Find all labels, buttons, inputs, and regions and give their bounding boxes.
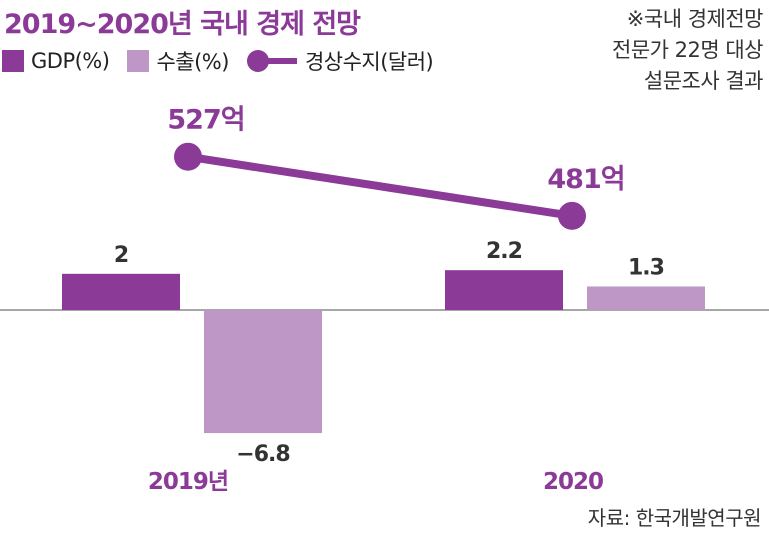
bar-value-label: 2 — [114, 243, 128, 268]
legend: GDP(%) 수출(%) 경상수지(달러) — [2, 44, 451, 78]
current-account-point — [558, 201, 586, 230]
current-account-label: 527억 — [167, 105, 244, 136]
legend-item-gdp: GDP(%) — [2, 49, 110, 73]
survey-note-line: ※국내 경제전망 — [626, 7, 764, 31]
current-account-point — [174, 142, 202, 171]
legend-swatch-export — [127, 50, 150, 72]
bar-value-label: 2.2 — [486, 239, 522, 264]
legend-item-export: 수출(%) — [127, 46, 229, 76]
legend-swatch-gdp — [2, 50, 24, 72]
x-tick-label: 2020 — [543, 469, 603, 495]
bar-export — [587, 286, 705, 310]
x-tick-label: 2019년 — [148, 469, 228, 495]
bar-export — [204, 310, 322, 434]
survey-note-line: 설문조사 결과 — [643, 69, 764, 93]
bar-gdp — [445, 270, 563, 310]
source-note: 자료: 한국개발연구원 — [587, 506, 762, 530]
legend-label-current-account: 경상수지(달러) — [304, 50, 434, 74]
legend-line-marker — [246, 50, 297, 72]
bar-gdp — [62, 273, 180, 310]
legend-item-current-account: 경상수지(달러) — [246, 46, 434, 76]
survey-note-line: 전문가 22명 대상 — [612, 38, 764, 62]
legend-label-gdp: GDP(%) — [31, 49, 110, 73]
current-account-label: 481억 — [547, 164, 624, 195]
legend-label-export: 수출(%) — [156, 50, 229, 74]
current-account-line — [187, 152, 573, 220]
chart-title: 2019~2020년 국내 경제 전망 — [4, 9, 361, 40]
survey-note: ※국내 경제전망 전문가 22명 대상 설문조사 결과 — [503, 4, 764, 97]
bar-value-label: −6.8 — [236, 442, 289, 467]
bar-value-label: 1.3 — [628, 255, 664, 280]
